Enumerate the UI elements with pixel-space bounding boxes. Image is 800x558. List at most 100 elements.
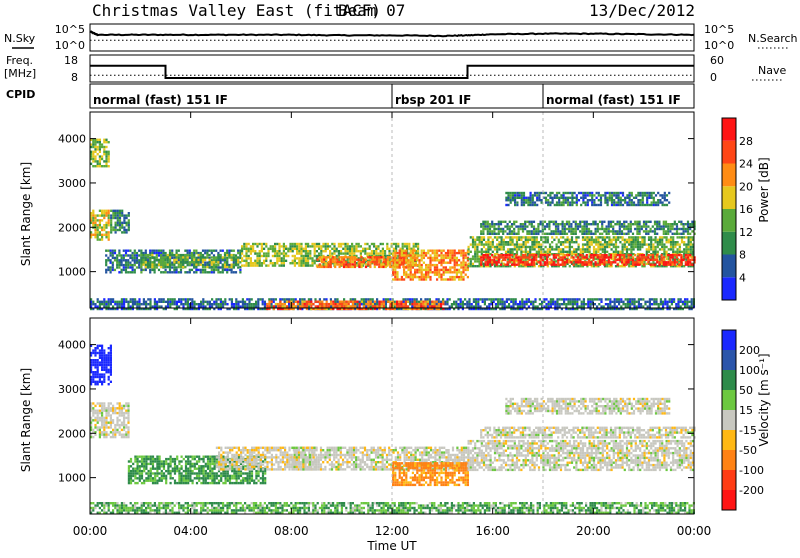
heatmap-cell bbox=[103, 139, 105, 141]
heatmap-cell bbox=[479, 251, 481, 253]
heatmap-cell bbox=[105, 165, 107, 167]
heatmap-cell bbox=[202, 256, 204, 258]
heatmap-cell bbox=[193, 259, 195, 261]
heatmap-cell bbox=[160, 301, 162, 303]
heatmap-cell bbox=[257, 298, 259, 300]
heatmap-cell bbox=[617, 246, 619, 248]
heatmap-cell bbox=[443, 250, 445, 252]
heatmap-cell bbox=[449, 266, 451, 268]
heatmap-cell bbox=[389, 298, 391, 300]
heatmap-cell bbox=[532, 305, 534, 307]
heatmap-cell bbox=[492, 241, 494, 243]
heatmap-cell bbox=[105, 214, 107, 216]
heatmap-cell bbox=[405, 271, 407, 273]
heatmap-cell bbox=[604, 248, 606, 250]
heatmap-cell bbox=[679, 246, 681, 248]
heatmap-cell bbox=[556, 298, 558, 300]
heatmap-cell bbox=[325, 248, 327, 250]
heatmap-cell bbox=[305, 245, 307, 247]
heatmap-cell bbox=[365, 259, 367, 261]
heatmap-cell bbox=[292, 245, 294, 247]
heatmap-cell bbox=[245, 243, 247, 245]
heatmap-cell bbox=[274, 250, 276, 252]
heatmap-cell bbox=[114, 303, 116, 305]
heatmap-cell bbox=[481, 248, 483, 250]
heatmap-cell bbox=[556, 236, 558, 238]
heatmap-cell bbox=[406, 243, 408, 245]
heatmap-cell bbox=[655, 239, 657, 241]
heatmap-cell bbox=[237, 250, 239, 252]
heatmap-cell bbox=[588, 264, 590, 266]
heatmap-cell bbox=[101, 165, 103, 167]
heatmap-cell bbox=[674, 259, 676, 261]
heatmap-cell bbox=[569, 204, 571, 206]
heatmap-cell bbox=[329, 245, 331, 247]
heatmap-cell bbox=[195, 269, 197, 271]
heatmap-cell bbox=[182, 298, 184, 300]
heatmap-cell bbox=[456, 269, 458, 271]
heatmap-cell bbox=[643, 223, 645, 225]
heatmap-cell bbox=[489, 230, 491, 232]
heatmap-cell bbox=[518, 243, 520, 245]
heatmap-cell bbox=[274, 264, 276, 266]
heatmap-cell bbox=[92, 214, 94, 216]
heatmap-cell bbox=[473, 305, 475, 307]
heatmap-cell bbox=[226, 303, 228, 305]
heatmap-cell bbox=[401, 262, 403, 264]
heatmap-cell bbox=[455, 303, 457, 305]
heatmap-cell bbox=[514, 243, 516, 245]
heatmap-cell bbox=[520, 256, 522, 258]
heatmap-cell bbox=[530, 303, 532, 305]
heatmap-cell bbox=[115, 212, 117, 214]
heatmap-cell bbox=[532, 194, 534, 196]
heatmap-cell bbox=[112, 262, 114, 264]
heatmap-cell bbox=[687, 254, 689, 256]
heatmap-cell bbox=[636, 223, 638, 225]
heatmap-cell bbox=[496, 236, 498, 238]
heatmap-cell bbox=[629, 199, 631, 201]
heatmap-cell bbox=[423, 276, 425, 278]
heatmap-cell bbox=[386, 248, 388, 250]
heatmap-cell bbox=[97, 141, 99, 143]
heatmap-cell bbox=[560, 194, 562, 196]
heatmap-cell bbox=[242, 305, 244, 307]
heatmap-cell bbox=[187, 250, 189, 252]
heatmap-cell bbox=[347, 248, 349, 250]
heatmap-cell bbox=[679, 251, 681, 253]
heatmap-cell bbox=[385, 301, 387, 303]
heatmap-cell bbox=[178, 301, 180, 303]
heatmap-cell bbox=[571, 253, 573, 255]
heatmap-cell bbox=[108, 141, 110, 143]
heatmap-cell bbox=[662, 197, 664, 199]
heatmap-cell bbox=[465, 266, 467, 268]
heatmap-cell bbox=[579, 254, 581, 256]
heatmap-cell bbox=[119, 305, 121, 307]
heatmap-cell bbox=[595, 223, 597, 225]
heatmap-cell bbox=[488, 305, 490, 307]
heatmap-cell bbox=[638, 301, 640, 303]
heatmap-cell bbox=[608, 233, 610, 235]
heatmap-cell bbox=[211, 269, 213, 271]
heatmap-cell bbox=[233, 271, 235, 273]
heatmap-cell bbox=[540, 230, 542, 232]
heatmap-cell bbox=[562, 228, 564, 230]
heatmap-cell bbox=[639, 223, 641, 225]
heatmap-cell bbox=[407, 262, 409, 264]
heatmap-cell bbox=[534, 246, 536, 248]
heatmap-cell bbox=[668, 241, 670, 243]
heatmap-cell bbox=[237, 261, 239, 263]
heatmap-cell bbox=[421, 254, 423, 256]
heatmap-cell bbox=[305, 264, 307, 266]
heatmap-cell bbox=[652, 254, 654, 256]
heatmap-cell bbox=[447, 250, 449, 252]
heatmap-cell bbox=[572, 301, 574, 303]
heatmap-cell bbox=[483, 236, 485, 238]
heatmap-cell bbox=[555, 223, 557, 225]
heatmap-cell bbox=[127, 271, 129, 273]
heatmap-cell bbox=[118, 264, 120, 266]
heatmap-cell bbox=[416, 298, 418, 300]
heatmap-cell bbox=[577, 225, 579, 227]
heatmap-cell bbox=[656, 221, 658, 223]
heatmap-cell bbox=[556, 246, 558, 248]
heatmap-cell bbox=[546, 256, 548, 258]
